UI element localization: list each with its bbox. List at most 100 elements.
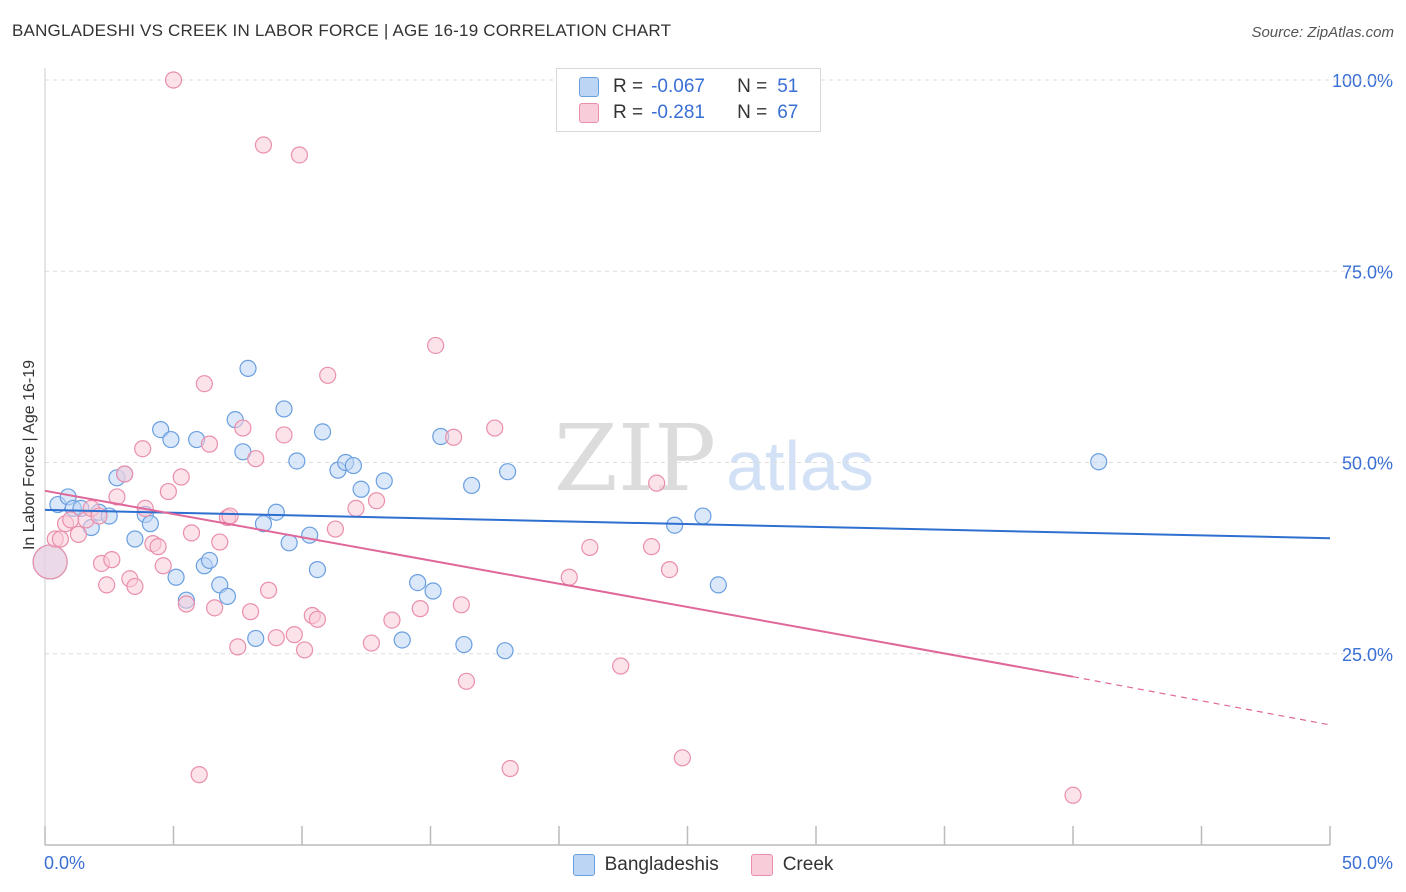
r-label: R = xyxy=(613,76,644,97)
creek-point xyxy=(32,544,68,580)
creek-point xyxy=(411,600,429,618)
bangladeshis-point xyxy=(313,423,332,441)
bangladeshis-point xyxy=(409,574,427,592)
creek-point xyxy=(69,525,88,544)
bangladeshis-point xyxy=(694,507,712,525)
creek-point xyxy=(648,474,666,492)
bangladeshis-point xyxy=(424,582,442,600)
creek-point xyxy=(190,766,208,784)
creek-point xyxy=(362,634,380,652)
bangladeshis-point xyxy=(1090,453,1108,471)
creek-point xyxy=(234,419,252,437)
creek-point xyxy=(172,468,190,486)
creek-point xyxy=(154,557,172,575)
bangladeshis-point xyxy=(499,463,517,481)
creek-point xyxy=(242,603,260,621)
watermark-zip: ZIP xyxy=(554,405,716,512)
x-tick-label: 50.0% xyxy=(1342,853,1393,873)
bangladeshis-swatch xyxy=(572,854,595,876)
creek-trend-extension xyxy=(1072,676,1331,726)
creek-point xyxy=(660,560,679,579)
creek-point xyxy=(501,759,519,778)
creek-point xyxy=(254,136,273,154)
bangladeshis-point xyxy=(393,631,411,649)
y-tick-label: 100.0% xyxy=(1332,71,1393,91)
creek-point xyxy=(1064,786,1082,804)
creek-point xyxy=(229,638,247,656)
creek-point xyxy=(347,499,365,517)
creek-point xyxy=(134,440,152,458)
creek-point xyxy=(126,577,144,596)
creek-point xyxy=(259,581,278,599)
bangladeshis-point xyxy=(666,516,684,534)
creek-point xyxy=(457,672,476,690)
stats-row-bangladeshis: R = -0.067 N = 51 xyxy=(579,75,798,99)
bangladeshis-point xyxy=(247,629,265,648)
r-value: -0.281 xyxy=(651,102,705,123)
creek-point xyxy=(108,488,126,506)
bangladeshis-point xyxy=(162,430,180,449)
n-label: N = xyxy=(737,76,768,97)
bangladeshis-point xyxy=(126,530,144,548)
legend-item-bangladeshis[interactable]: Bangladeshis xyxy=(572,854,719,876)
bangladeshis-trend-line xyxy=(44,508,1331,540)
creek-point xyxy=(367,492,386,510)
creek-point xyxy=(211,533,229,551)
bangladeshis-point xyxy=(218,587,237,605)
bangladeshis-point xyxy=(344,456,362,475)
x-tick-label: 0.0% xyxy=(44,853,85,873)
bangladeshis-point xyxy=(308,560,327,579)
creek-swatch xyxy=(750,854,773,876)
creek-point xyxy=(221,507,239,525)
bangladeshis-point xyxy=(200,551,219,570)
bangladeshis-point xyxy=(455,635,473,654)
creek-point xyxy=(326,520,345,538)
creek-point xyxy=(581,538,599,557)
creek-point xyxy=(612,657,630,675)
n-label: N = xyxy=(737,102,768,123)
creek-point xyxy=(200,435,219,453)
creek-point xyxy=(308,610,327,628)
creek-point xyxy=(295,641,314,659)
creek-point xyxy=(103,551,121,569)
creek-point xyxy=(560,568,578,586)
bangladeshis-point xyxy=(141,515,159,533)
creek-point xyxy=(319,366,337,384)
bangladeshis-point xyxy=(288,452,306,470)
creek-point xyxy=(486,419,504,437)
creek-point xyxy=(206,599,224,617)
bangladeshis-point xyxy=(275,400,293,418)
creek-point xyxy=(247,450,265,468)
legend-label: Bangladeshis xyxy=(604,854,719,875)
y-tick-label: 25.0% xyxy=(1342,645,1393,665)
creek-point xyxy=(195,375,213,393)
creek-point xyxy=(427,336,445,355)
bangladeshis-swatch xyxy=(579,77,599,97)
creek-trend-line xyxy=(44,489,1074,678)
bangladeshis-point xyxy=(709,576,727,594)
creek-point xyxy=(673,749,691,767)
creek-point xyxy=(62,511,80,529)
creek-point xyxy=(452,596,470,614)
stats-legend: R = -0.067 N = 51 R = -0.281 N = 67 xyxy=(556,68,821,132)
creek-point xyxy=(383,611,401,629)
creek-point xyxy=(51,530,70,548)
creek-point xyxy=(642,538,661,556)
creek-swatch xyxy=(579,103,599,123)
creek-point xyxy=(98,576,116,594)
n-value: 51 xyxy=(777,76,799,97)
creek-point xyxy=(164,71,183,89)
stats-row-creek: R = -0.281 N = 67 xyxy=(579,101,798,125)
bangladeshis-point xyxy=(152,421,170,439)
bangladeshis-point xyxy=(239,359,257,378)
legend-item-creek[interactable]: Creek xyxy=(750,854,833,876)
chart-title: BANGLADESHI VS CREEK IN LABOR FORCE | AG… xyxy=(12,21,672,40)
n-value: 67 xyxy=(777,102,799,123)
creek-point xyxy=(290,146,309,164)
bangladeshis-point xyxy=(375,472,393,490)
bangladeshis-point xyxy=(301,526,319,544)
source-label: Source: ZipAtlas.com xyxy=(1251,24,1394,41)
creek-point xyxy=(116,465,134,483)
creek-point xyxy=(149,538,167,556)
